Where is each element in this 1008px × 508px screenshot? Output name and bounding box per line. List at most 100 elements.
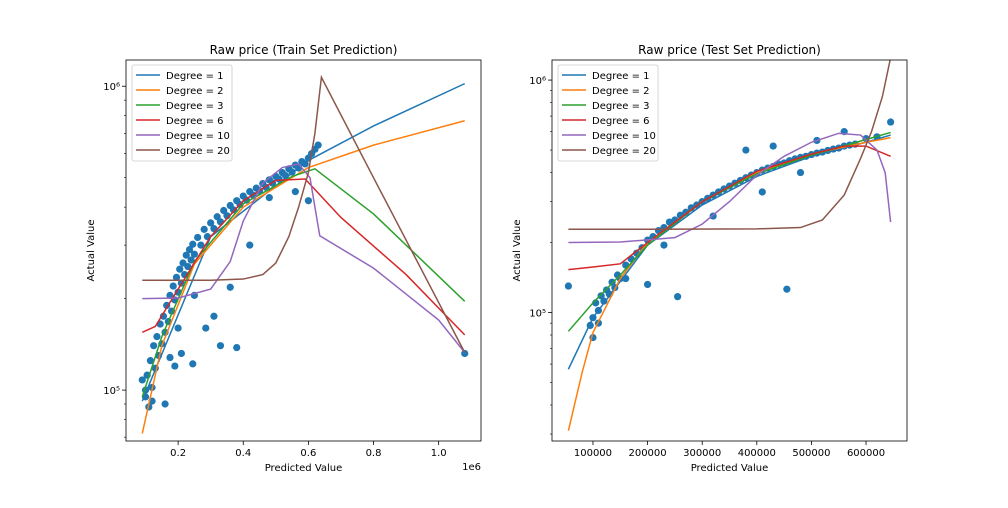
x-tick-label: 200000 bbox=[628, 448, 666, 459]
plot-area bbox=[564, 60, 895, 431]
legend-entry: Degree = 6 bbox=[592, 116, 650, 127]
scatter-point bbox=[608, 278, 616, 286]
scatter-point bbox=[265, 194, 273, 202]
scatter-point bbox=[233, 344, 241, 352]
scatter-point bbox=[177, 349, 185, 358]
legend-entry: Degree = 10 bbox=[166, 131, 230, 142]
legend-entry: Degree = 6 bbox=[166, 116, 224, 127]
series-line-degree-2 bbox=[567, 136, 891, 431]
scatter-point bbox=[174, 324, 182, 332]
scatter-point bbox=[207, 219, 215, 227]
scatter-point bbox=[461, 349, 469, 358]
scatter-point bbox=[190, 250, 198, 258]
scatter-point bbox=[189, 360, 197, 368]
scatter-point bbox=[660, 241, 668, 249]
series-line-degree-6 bbox=[568, 145, 891, 271]
legend-entry: Degree = 2 bbox=[166, 86, 224, 97]
series-line-degree-1 bbox=[141, 82, 466, 402]
scatter-point bbox=[600, 297, 608, 305]
scatter-point bbox=[182, 251, 190, 259]
legend-box bbox=[557, 64, 659, 162]
scatter-point bbox=[161, 400, 169, 408]
series-line-degree-10 bbox=[568, 132, 892, 244]
scatter-point bbox=[166, 353, 174, 362]
scatter-point bbox=[226, 283, 234, 291]
x-tick-label: 500000 bbox=[792, 448, 830, 459]
x-tick-label: 0.6 bbox=[300, 448, 316, 459]
scatter-point bbox=[159, 312, 168, 320]
y-axis-label: Actual Value bbox=[512, 220, 523, 282]
scatter-point bbox=[185, 246, 194, 254]
legend-entry: Degree = 1 bbox=[166, 71, 224, 82]
legend-entry: Degree = 2 bbox=[592, 86, 650, 97]
scatter-point bbox=[887, 118, 895, 126]
scatter-point bbox=[166, 291, 174, 299]
x-tick-label: 1.0 bbox=[431, 448, 447, 459]
scatter-point bbox=[197, 241, 205, 249]
legend-entry: Degree = 20 bbox=[166, 146, 230, 157]
series-line-degree-2 bbox=[141, 120, 465, 434]
test-set-chart: Raw price (Test Set Prediction) Predicte… bbox=[512, 43, 908, 474]
scatter-point bbox=[304, 197, 312, 205]
legend-entry: Degree = 3 bbox=[592, 101, 650, 112]
y-tick-label: 10⁵ bbox=[529, 309, 546, 320]
scatter-point bbox=[187, 256, 195, 264]
x-tick-label: 600000 bbox=[847, 448, 885, 459]
scatter-point bbox=[783, 285, 791, 293]
scatter-point bbox=[220, 206, 228, 215]
x-tick-label: 100000 bbox=[574, 448, 612, 459]
scatter-point bbox=[246, 241, 254, 249]
scatter-point bbox=[216, 342, 225, 350]
scatter-point bbox=[314, 141, 322, 149]
series-line-degree-3 bbox=[141, 167, 466, 398]
scatter-point bbox=[210, 312, 218, 320]
chart-title: Raw price (Train Set Prediction) bbox=[210, 43, 398, 57]
series-line-degree-3 bbox=[567, 131, 891, 332]
y-tick-label: 10⁶ bbox=[103, 82, 120, 93]
legend-entry: Degree = 3 bbox=[166, 101, 224, 112]
y-tick-label: 10⁶ bbox=[529, 76, 546, 87]
scatter-point bbox=[758, 188, 766, 196]
scatter-point bbox=[200, 225, 208, 233]
axes-frame bbox=[551, 59, 908, 442]
scatter-point bbox=[769, 142, 777, 150]
legend-box bbox=[131, 64, 233, 162]
scatter-point bbox=[564, 282, 572, 290]
scatter-point bbox=[146, 357, 155, 365]
x-tick-label: 0.2 bbox=[170, 448, 186, 459]
legend: Degree = 1 Degree = 2 Degree = 3 Degree = 6… bbox=[557, 64, 659, 162]
scatter-point bbox=[172, 273, 181, 281]
scatter-point bbox=[742, 146, 750, 154]
scatter-point bbox=[138, 376, 146, 384]
x-axis-offset-label: 1e6 bbox=[462, 462, 481, 473]
scatter-point bbox=[176, 265, 184, 273]
scatter-point bbox=[202, 324, 210, 332]
scatter-point bbox=[643, 280, 652, 289]
plot-area bbox=[138, 74, 469, 434]
x-tick-label: 0.4 bbox=[235, 448, 251, 459]
series-line-degree-1 bbox=[567, 134, 891, 370]
scatter-point bbox=[665, 218, 674, 226]
series-line-degree-10 bbox=[142, 163, 466, 353]
scatter-point bbox=[674, 293, 682, 301]
scatter-point bbox=[291, 188, 299, 196]
scatter-point bbox=[194, 233, 202, 242]
x-tick-label: 0.8 bbox=[366, 448, 382, 459]
train-set-chart: Raw price (Train Set Prediction) Predict… bbox=[86, 43, 482, 474]
scatter-point bbox=[169, 282, 177, 290]
scatter-point bbox=[153, 333, 161, 341]
scatter-point bbox=[796, 168, 805, 177]
chart-title: Raw price (Test Set Prediction) bbox=[638, 43, 821, 57]
axes-frame bbox=[125, 59, 482, 442]
x-axis-label: Predicted Value bbox=[265, 463, 343, 474]
legend-entry: Degree = 10 bbox=[592, 131, 656, 142]
scatter-point bbox=[229, 206, 238, 214]
legend: Degree = 1 Degree = 2 Degree = 3 Degree = 6… bbox=[131, 64, 233, 162]
legend-entry: Degree = 20 bbox=[592, 146, 656, 157]
scatter-point bbox=[171, 362, 179, 370]
scatter-point bbox=[189, 240, 197, 248]
scatter-point bbox=[150, 342, 158, 350]
series-line-degree-20 bbox=[142, 74, 466, 353]
